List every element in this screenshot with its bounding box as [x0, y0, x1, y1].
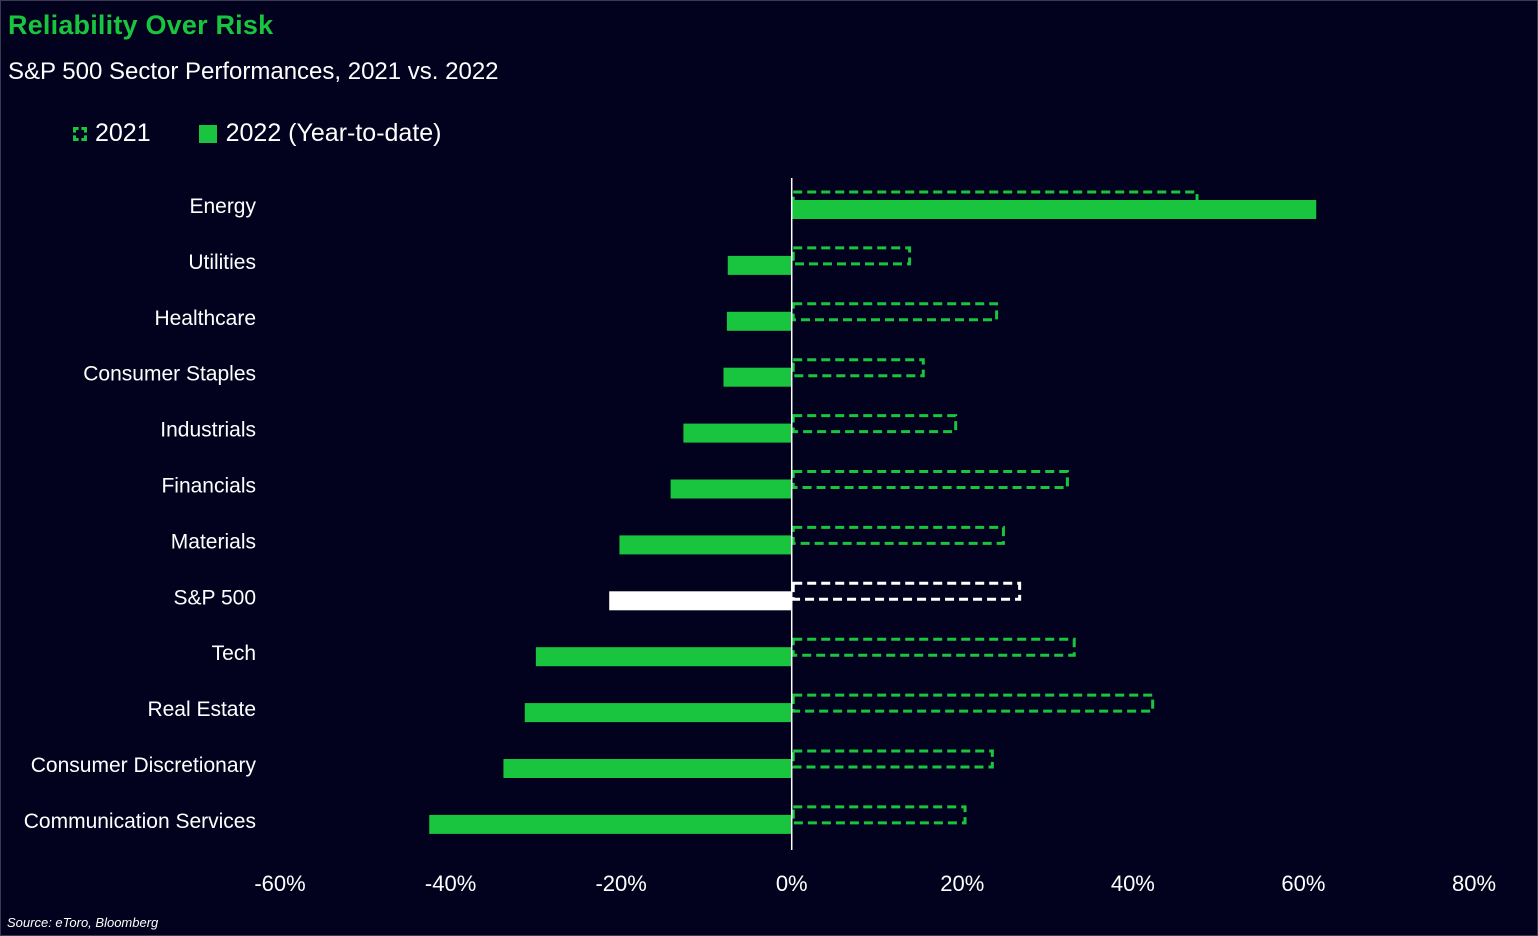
- bar-2022-communication-services: [429, 814, 792, 834]
- legend-item-2022: 2022 (Year-to-date): [198, 119, 442, 148]
- x-tick-label: 0%: [776, 871, 808, 896]
- bar-2021-s-p-500: [791, 581, 1022, 601]
- bar-2021-consumer-discretionary: [791, 749, 994, 769]
- category-label-s-p-500: S&P 500: [173, 586, 256, 609]
- x-tick-label: 40%: [1111, 871, 1155, 896]
- bar-2022-utilities: [727, 255, 792, 275]
- bar-2021-industrials: [791, 414, 958, 434]
- solid-swatch-icon: [198, 124, 217, 143]
- bar-2021-consumer-staples: [791, 358, 925, 378]
- category-label-communication-services: Communication Services: [24, 810, 256, 833]
- bar-2021-financials: [791, 470, 1069, 489]
- bar-2021-real-estate: [791, 693, 1155, 713]
- bar-2022-energy: [791, 200, 1317, 219]
- legend: 2021 2022 (Year-to-date): [73, 119, 490, 148]
- bar-2021-healthcare: [791, 302, 999, 322]
- legend-label-2022: 2022 (Year-to-date): [225, 119, 442, 147]
- legend-item-2021: 2021: [73, 119, 151, 148]
- category-label-utilities: Utilities: [188, 251, 256, 274]
- x-tick-label: -60%: [254, 871, 305, 896]
- bar-2022-tech: [535, 647, 792, 667]
- bar-2021-communication-services: [791, 805, 967, 825]
- category-label-real-estate: Real Estate: [147, 698, 256, 721]
- category-label-consumer-staples: Consumer Staples: [83, 363, 256, 386]
- chart-title: Reliability Over Risk: [8, 10, 274, 40]
- x-tick-label: -20%: [595, 871, 646, 896]
- bar-2022-consumer-staples: [723, 367, 792, 387]
- category-label-energy: Energy: [189, 195, 256, 218]
- dashed-swatch-icon: [73, 126, 87, 141]
- category-label-healthcare: Healthcare: [154, 307, 256, 330]
- x-tick-label: 60%: [1281, 871, 1325, 896]
- category-label-tech: Tech: [212, 642, 256, 665]
- bar-2022-real-estate: [524, 703, 792, 723]
- bar-2022-healthcare: [726, 311, 792, 331]
- category-label-materials: Materials: [171, 530, 256, 553]
- chart-subtitle: S&P 500 Sector Performances, 2021 vs. 20…: [8, 58, 499, 85]
- bar-2022-s-p-500: [609, 591, 792, 611]
- bar-2022-materials: [619, 535, 792, 555]
- bar-2021-tech: [791, 637, 1076, 657]
- legend-label-2021: 2021: [95, 119, 151, 147]
- bar-2022-financials: [670, 479, 792, 499]
- bar-2022-industrials: [683, 423, 792, 443]
- bar-2021-materials: [791, 525, 1005, 545]
- category-label-consumer-discretionary: Consumer Discretionary: [31, 754, 257, 777]
- x-tick-label: -40%: [425, 871, 476, 896]
- bar-2022-consumer-discretionary: [503, 759, 792, 778]
- x-tick-label: 20%: [940, 871, 984, 896]
- category-label-financials: Financials: [161, 475, 256, 498]
- x-tick-label: 80%: [1452, 871, 1496, 896]
- category-label-industrials: Industrials: [160, 419, 256, 442]
- source-note: Source: eToro, Bloomberg: [7, 915, 159, 930]
- bar-2021-utilities: [791, 246, 912, 266]
